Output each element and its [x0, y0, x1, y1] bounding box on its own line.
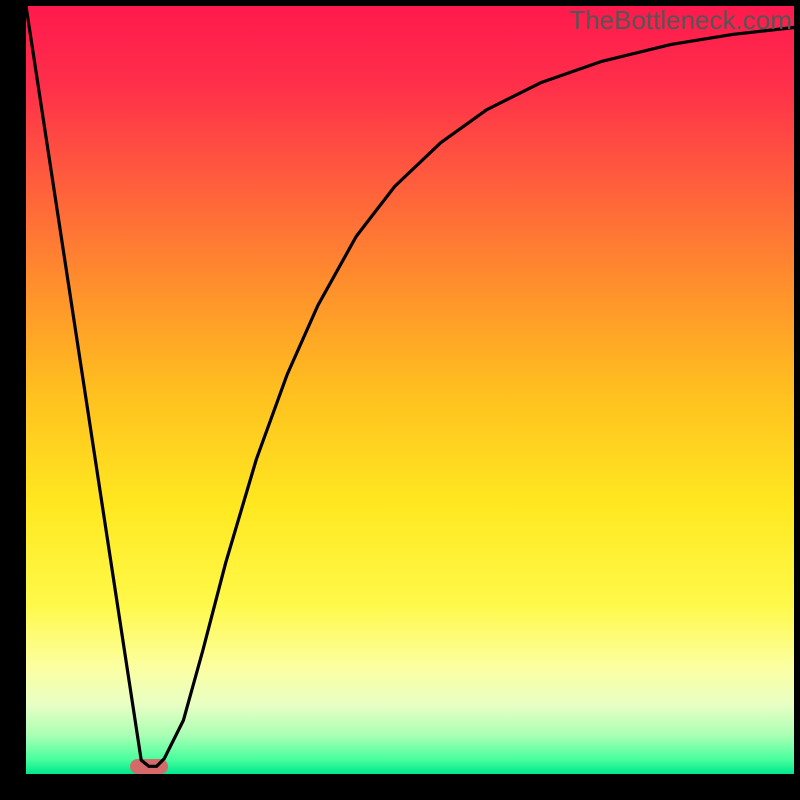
chart-frame: TheBottleneck.com [0, 0, 800, 800]
watermark-text: TheBottleneck.com [569, 5, 792, 36]
bottleneck-curve [26, 6, 794, 774]
plot-area [26, 6, 794, 774]
curve-path [26, 6, 794, 766]
